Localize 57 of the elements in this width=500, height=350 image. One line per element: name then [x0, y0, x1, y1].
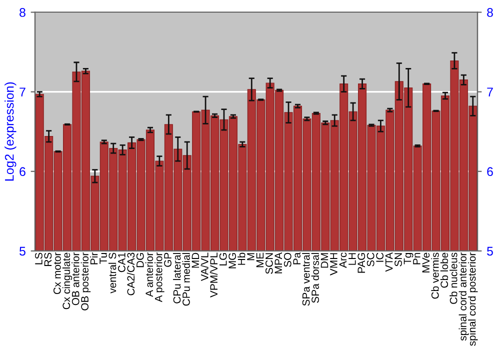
- x-tick-label: Cx cingulate: [62, 252, 72, 310]
- x-tick-label: SC: [366, 252, 374, 266]
- x-tick-label: LS: [35, 252, 42, 264]
- x-tick-label: ventral S: [108, 252, 116, 294]
- x-tick-label: spinal cord posterior: [468, 252, 478, 346]
- x-tick-label: GP: [164, 252, 172, 267]
- x-tick-label: Pa: [293, 252, 301, 264]
- x-tick-label: MVe: [422, 252, 430, 272]
- y-tick-label: 8: [20, 8, 26, 17]
- x-tick-label: IC: [376, 252, 384, 262]
- y2-tick-label: 5: [487, 246, 493, 256]
- x-tick-label: Hb: [238, 252, 246, 265]
- x-tick-label: OB posterior: [80, 252, 91, 310]
- x-tick-label: MG: [228, 253, 236, 268]
- x-tick-label: VA/VL: [200, 252, 208, 282]
- x-tick-label: A posterior: [154, 252, 164, 302]
- x-tick-label: CPu lateral: [173, 253, 181, 304]
- y2-tick-label: 6: [487, 167, 493, 176]
- x-tick-label: PAG: [358, 253, 366, 273]
- x-tick-label: SCN: [266, 253, 273, 274]
- x-tick-label: CA2/CA3: [126, 252, 135, 296]
- y-tick-label: 7: [20, 88, 26, 96]
- x-tick-label: SO: [284, 252, 292, 267]
- x-tick-label: spinal cord anterior: [458, 252, 469, 341]
- y-axis-title: Log2 (expression): [4, 82, 16, 181]
- y-tick-label: 5: [20, 246, 26, 256]
- x-tick-label: ME: [256, 252, 264, 268]
- x-tick-label: CPu medial: [182, 253, 190, 306]
- x-tick-label: DM: [320, 253, 328, 268]
- x-tick-label: Cb vermis: [431, 252, 439, 299]
- x-tick-label: LG: [219, 253, 227, 266]
- x-tick-label: Tg: [404, 253, 414, 264]
- x-tick-label: CA1: [118, 252, 126, 272]
- x-tick-label: LH: [348, 253, 356, 265]
- x-tick-label: Tu: [100, 253, 107, 264]
- y2-tick-label: 8: [487, 8, 493, 17]
- x-tick-label: RS: [44, 252, 52, 266]
- x-tick-label: M: [247, 253, 254, 260]
- x-tick-label: OB anterior: [72, 252, 80, 306]
- x-tick-label: A anterior: [145, 252, 154, 297]
- x-tick-label: DG: [136, 253, 144, 268]
- x-tick-label: Cx motor: [53, 252, 61, 294]
- x-tick-label: Arc: [339, 252, 347, 268]
- x-tick-label: VTA: [385, 252, 393, 272]
- x-tick-label: SPa dorsal: [311, 253, 319, 303]
- x-tick-label: Pn: [413, 253, 420, 264]
- x-tick-label: SN: [394, 253, 402, 266]
- x-tick-label: MD: [192, 252, 200, 268]
- y-tick-label: 6: [20, 167, 26, 176]
- y2-tick-label: 7: [487, 88, 493, 96]
- x-tick-label: VMH: [330, 253, 338, 276]
- x-tick-label: Pir: [90, 252, 98, 264]
- x-tick-label: Cb nucleus: [450, 252, 458, 304]
- x-tick-label: Cb lobe: [440, 252, 448, 288]
- x-tick-label: SPa ventral: [302, 253, 310, 306]
- x-tick-label: MPA: [274, 252, 282, 274]
- x-tick-label: VPM/VPL: [210, 252, 218, 298]
